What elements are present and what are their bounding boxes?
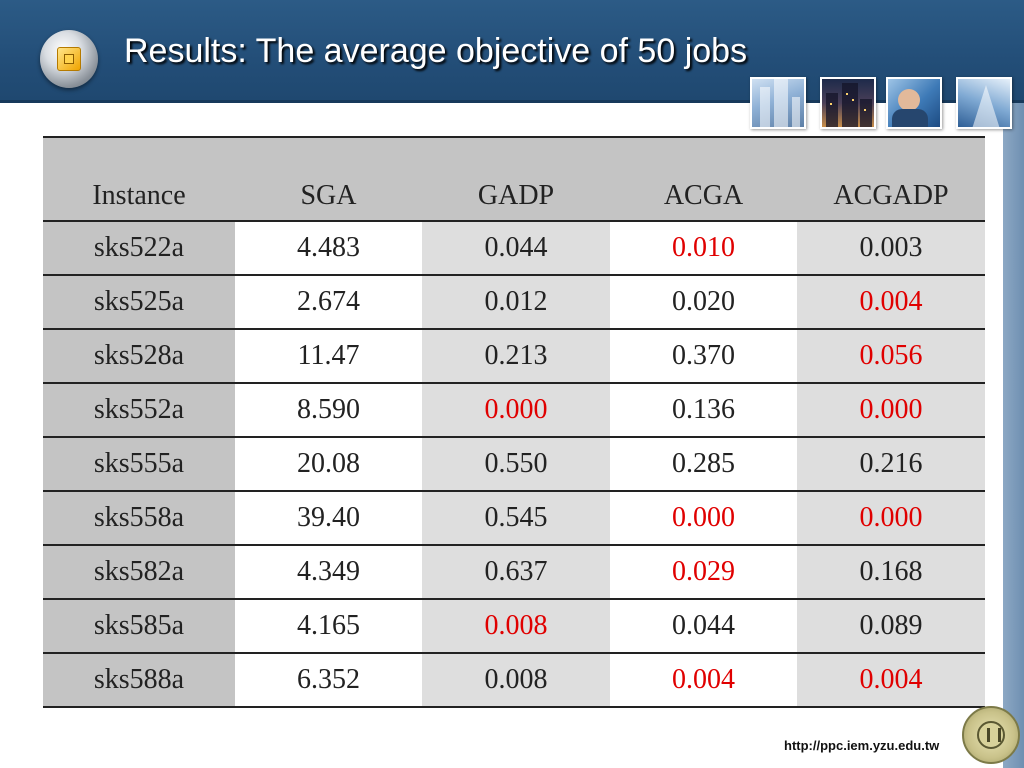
table-cell: 0.285 [610,437,797,492]
table-cell: 0.089 [797,599,985,654]
table-cell: 0.010 [610,221,797,276]
table-cell: 0.020 [610,275,797,330]
table-cell: sks555a [43,437,235,492]
slide-bullet-icon [40,30,98,88]
table-cell: 0.044 [422,221,610,276]
table-header-row: Instance SGA GADP ACGA ACGADP [43,136,985,222]
results-table: Instance SGA GADP ACGA ACGADP sks522a 4.… [43,136,985,708]
table-cell: 0.637 [422,545,610,600]
table-cell: 0.008 [422,599,610,654]
table-cell: 6.352 [235,653,422,708]
table-row: sks552a 8.590 0.000 0.136 0.000 [43,383,985,438]
building-photo-thumbnail [750,77,806,129]
table-row: sks522a 4.483 0.044 0.010 0.003 [43,221,985,276]
table-cell: 0.550 [422,437,610,492]
city-night-photo-thumbnail [820,77,876,129]
table-cell: sks522a [43,221,235,276]
column-header: ACGA [610,136,797,222]
table-cell: 0.370 [610,329,797,384]
table-cell: 0.545 [422,491,610,546]
table-cell: 0.000 [422,383,610,438]
right-decor-band [1003,103,1024,768]
table-cell: 0.216 [797,437,985,492]
table-cell: sks552a [43,383,235,438]
table-cell: 4.349 [235,545,422,600]
table-row: sks588a 6.352 0.008 0.004 0.004 [43,653,985,708]
table-cell: sks582a [43,545,235,600]
table-cell: sks585a [43,599,235,654]
table-row: sks528a 11.47 0.213 0.370 0.056 [43,329,985,384]
university-seal-icon [962,706,1020,764]
footer-url: http://ppc.iem.yzu.edu.tw [784,738,940,753]
table-row: sks585a 4.165 0.008 0.044 0.089 [43,599,985,654]
table-cell: 0.044 [610,599,797,654]
table-cell: 20.08 [235,437,422,492]
slide-title: Results: The average objective of 50 job… [124,32,748,70]
table-cell: 0.012 [422,275,610,330]
table-cell: sks588a [43,653,235,708]
table-cell: 0.003 [797,221,985,276]
skyscraper-photo-thumbnail [956,77,1012,129]
table-row: sks582a 4.349 0.637 0.029 0.168 [43,545,985,600]
table-row: sks558a 39.40 0.545 0.000 0.000 [43,491,985,546]
table-cell: 4.483 [235,221,422,276]
table-cell: 0.000 [797,491,985,546]
header-divider [0,100,1024,103]
table-cell: 4.165 [235,599,422,654]
person-phone-photo-thumbnail [886,77,942,129]
table-row: sks555a 20.08 0.550 0.285 0.216 [43,437,985,492]
table-cell: 0.168 [797,545,985,600]
table-cell: sks528a [43,329,235,384]
table-cell: 0.136 [610,383,797,438]
table-cell: sks558a [43,491,235,546]
table-cell: 0.004 [797,653,985,708]
table-cell: 0.029 [610,545,797,600]
table-cell: 11.47 [235,329,422,384]
table-cell: 0.000 [797,383,985,438]
column-header: GADP [422,136,610,222]
table-cell: 0.000 [610,491,797,546]
table-cell: 39.40 [235,491,422,546]
column-header: SGA [235,136,422,222]
table-row: sks525a 2.674 0.012 0.020 0.004 [43,275,985,330]
table-cell: 0.213 [422,329,610,384]
table-cell: sks525a [43,275,235,330]
table-cell: 0.004 [797,275,985,330]
table-cell: 0.004 [610,653,797,708]
column-header: ACGADP [797,136,985,222]
table-cell: 0.056 [797,329,985,384]
column-header: Instance [43,136,235,222]
table-cell: 0.008 [422,653,610,708]
table-cell: 8.590 [235,383,422,438]
table-cell: 2.674 [235,275,422,330]
